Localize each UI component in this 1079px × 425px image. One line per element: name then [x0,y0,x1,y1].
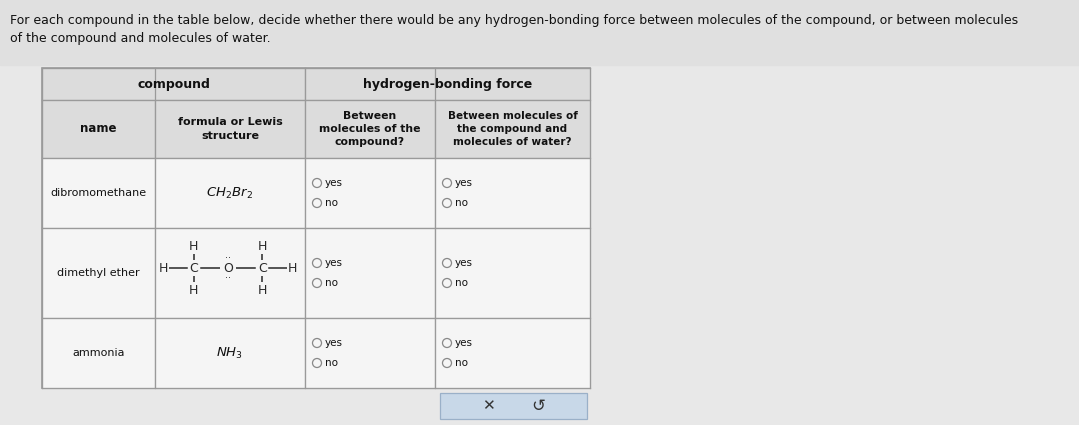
Bar [155,100,305,158]
Text: H: H [159,261,168,275]
Text: ··: ·· [226,273,231,283]
Circle shape [442,278,451,287]
Text: H: H [258,240,267,252]
Text: no: no [455,278,468,288]
Circle shape [313,278,322,287]
Text: ✕: ✕ [482,399,495,414]
Text: H: H [189,283,199,297]
Bar [435,228,590,318]
Bar [305,318,435,388]
Circle shape [313,258,322,267]
Text: yes: yes [455,338,473,348]
Bar [42,228,155,318]
Text: For each compound in the table below, decide whether there would be any hydrogen: For each compound in the table below, de… [10,14,1019,27]
Bar [155,228,305,318]
Bar [305,100,435,158]
Text: ↺: ↺ [532,397,545,415]
Text: dimethyl ether: dimethyl ether [57,268,140,278]
Text: name: name [80,122,117,136]
Text: yes: yes [325,178,343,188]
Text: H: H [258,283,267,297]
Text: of the compound and molecules of water.: of the compound and molecules of water. [10,32,271,45]
Circle shape [442,338,451,348]
Text: yes: yes [325,338,343,348]
Bar [435,158,590,228]
Circle shape [313,198,322,207]
Text: C: C [190,261,199,275]
Text: yes: yes [455,258,473,268]
Text: H: H [189,240,199,252]
Text: NH$_3$: NH$_3$ [217,346,244,360]
Text: ··: ·· [226,253,231,263]
Bar [305,228,435,318]
Bar [155,318,305,388]
Circle shape [442,258,451,267]
Text: dibromomethane: dibromomethane [51,188,147,198]
Bar [42,68,305,100]
Text: compound: compound [137,77,210,91]
Text: Between
molecules of the
compound?: Between molecules of the compound? [319,111,421,147]
Bar [0,0,1079,65]
Circle shape [313,178,322,187]
Text: no: no [455,198,468,208]
Bar [42,68,590,388]
Text: no: no [325,198,338,208]
Bar [435,100,590,158]
Text: H: H [288,261,298,275]
Text: CH$_2$Br$_2$: CH$_2$Br$_2$ [206,185,254,201]
Bar [42,100,155,158]
Text: formula or Lewis
structure: formula or Lewis structure [178,117,283,141]
Bar [440,393,587,419]
Circle shape [442,359,451,368]
Text: ammonia: ammonia [72,348,125,358]
Bar [42,158,155,228]
Circle shape [442,178,451,187]
Bar [305,68,590,100]
Bar [435,318,590,388]
Bar [42,318,155,388]
Text: no: no [455,358,468,368]
Text: yes: yes [325,258,343,268]
Bar [155,158,305,228]
Text: C: C [258,261,267,275]
Circle shape [313,338,322,348]
Text: no: no [325,278,338,288]
Circle shape [313,359,322,368]
Text: O: O [223,261,233,275]
Text: Between molecules of
the compound and
molecules of water?: Between molecules of the compound and mo… [448,111,577,147]
Bar [305,158,435,228]
Text: no: no [325,358,338,368]
Text: yes: yes [455,178,473,188]
Circle shape [442,198,451,207]
Text: hydrogen-bonding force: hydrogen-bonding force [363,77,532,91]
